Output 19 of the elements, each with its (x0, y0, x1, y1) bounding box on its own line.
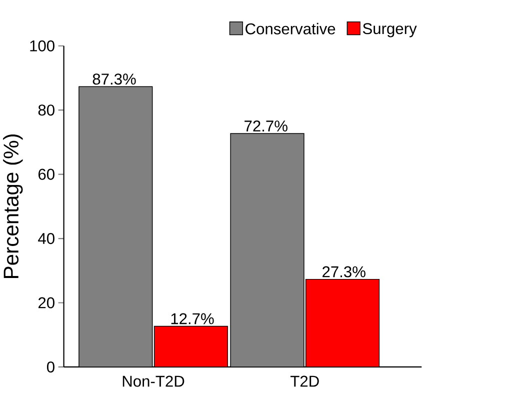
x-tick-label: T2D (290, 376, 319, 387)
y-tick-label: 60 (38, 168, 54, 180)
y-tick-label: 40 (38, 232, 54, 244)
x-tick-label: Non-T2D (122, 376, 184, 387)
data-label: 87.3% (92, 74, 136, 85)
y-tick-label: 100 (30, 40, 54, 52)
y-tick-label: 0 (46, 361, 54, 372)
y-tick-label: 20 (38, 297, 54, 308)
data-label: 72.7% (244, 120, 288, 132)
data-label: 27.3% (322, 266, 366, 278)
bar (78, 86, 153, 367)
y-tick-label: 80 (38, 104, 54, 116)
bar (230, 133, 304, 367)
bar (154, 326, 228, 367)
y-axis-title: Percentage (%) (3, 134, 23, 278)
legend-label: Surgery (362, 23, 417, 38)
bar (305, 278, 380, 367)
data-label: 12.7% (171, 313, 214, 324)
legend-label: Conservative (246, 22, 336, 34)
